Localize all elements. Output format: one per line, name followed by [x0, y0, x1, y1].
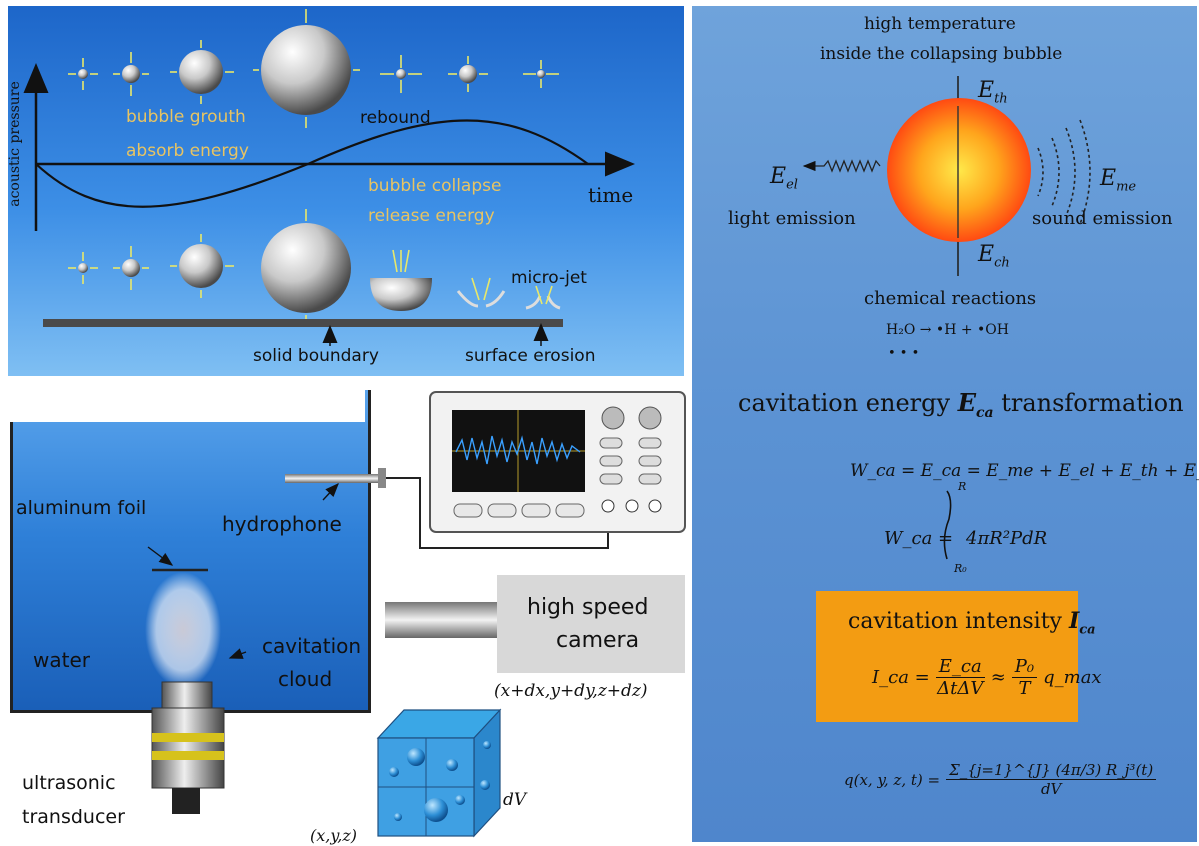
- sound-emission-label: sound emission: [1032, 208, 1173, 229]
- intensity-title: cavitation intensity Ica: [848, 608, 1096, 638]
- high-speed-camera-body: [497, 575, 685, 673]
- micro-jet-label: micro-jet: [511, 268, 587, 288]
- reaction-equation: H₂O → •H + •OH: [886, 322, 1009, 338]
- y-axis-label: acoustic pressure: [6, 81, 23, 207]
- light-emission-label: light emission: [728, 208, 856, 229]
- oscilloscope: [429, 391, 686, 533]
- q-equation: q(x, y, z, t) = Σ_{j=1}^{J} (4π/3) R_j³(…: [844, 761, 1157, 798]
- coord-near-label: (x,y,z): [310, 826, 358, 845]
- growth-label-1: bubble grouth: [126, 107, 246, 127]
- e-ch-symbol: Ech: [978, 242, 1010, 271]
- sound-waves: [1037, 119, 1091, 225]
- intensity-box: [816, 591, 1078, 722]
- volume-element-cube: [376, 708, 502, 838]
- e-el-symbol: Eel: [770, 164, 798, 193]
- experiment-setup-graphic: [145, 391, 686, 838]
- cavitation-label-1: cavitation: [262, 634, 362, 658]
- transducer-label-2: transducer: [22, 806, 125, 828]
- collapse-label-2: release energy: [368, 206, 495, 226]
- surface-erosion-label: surface erosion: [465, 346, 596, 366]
- camera-label-2: camera: [556, 628, 640, 653]
- integral-upper-limit: R: [958, 480, 967, 493]
- tank-air-gap: [10, 390, 365, 422]
- energy-graphic: [802, 76, 1091, 722]
- rebound-label: rebound: [360, 108, 431, 128]
- high-temp-label-2: inside the collapsing bubble: [820, 44, 1063, 64]
- aluminum-foil-label: aluminum foil: [16, 497, 147, 519]
- pressure-wave: [35, 119, 589, 208]
- collapse-label-1: bubble collapse: [368, 176, 502, 196]
- top-bubble-row: [68, 9, 559, 128]
- camera-label-1: high speed: [527, 595, 649, 620]
- light-wave: [802, 159, 881, 173]
- hydrophone-cable: [386, 477, 609, 549]
- growth-label-2: absorb energy: [126, 141, 249, 161]
- transformation-title: cavitation energy Eca transformation: [738, 388, 1184, 421]
- transducer-body: [151, 707, 225, 789]
- water-label: water: [33, 648, 90, 672]
- solid-boundary-label: solid boundary: [253, 346, 379, 366]
- camera-lens: [385, 602, 497, 638]
- x-axis-label: time: [588, 183, 634, 207]
- work-integral-body: 4πR²PdR: [966, 528, 1048, 549]
- solid-boundary-plate: [43, 319, 563, 327]
- e-me-symbol: Eme: [1100, 166, 1137, 195]
- ellipsis: • • •: [888, 346, 920, 361]
- collapsing-bubble: [887, 98, 1031, 242]
- hydrophone-rod: [285, 474, 380, 483]
- hydrophone-label: hydrophone: [222, 512, 342, 536]
- integral-lower-limit: R₀: [954, 562, 967, 575]
- work-integral-lhs: W_ca =: [884, 528, 954, 549]
- cavitation-cloud-shape: [145, 572, 221, 688]
- cavitation-label-2: cloud: [278, 667, 333, 691]
- transducer-label-1: ultrasonic: [22, 772, 116, 794]
- integral-sign: [943, 490, 952, 560]
- coord-far-label: (x+dx,y+dy,z+dz): [494, 681, 648, 701]
- volume-label: dV: [503, 790, 527, 810]
- energy-transformation-panel: high temperature inside the collapsing b…: [692, 6, 1199, 842]
- energy-sum-equation: W_ca = E_ca = E_me + E_el + E_th + E_ch: [850, 461, 1199, 481]
- high-temp-label-1: high temperature: [864, 14, 1016, 34]
- intensity-equation: I_ca = E_ca ΔtΔV ≈ P₀ T q_max: [872, 656, 1102, 699]
- bottom-bubble-row: [68, 209, 561, 322]
- bubble-dynamics-graphic: [23, 9, 635, 346]
- bubble-dynamics-panel: acoustic pressure time bubble grouth abs…: [6, 6, 684, 376]
- chemical-reactions-label: chemical reactions: [864, 288, 1037, 309]
- e-th-symbol: Eth: [978, 78, 1008, 107]
